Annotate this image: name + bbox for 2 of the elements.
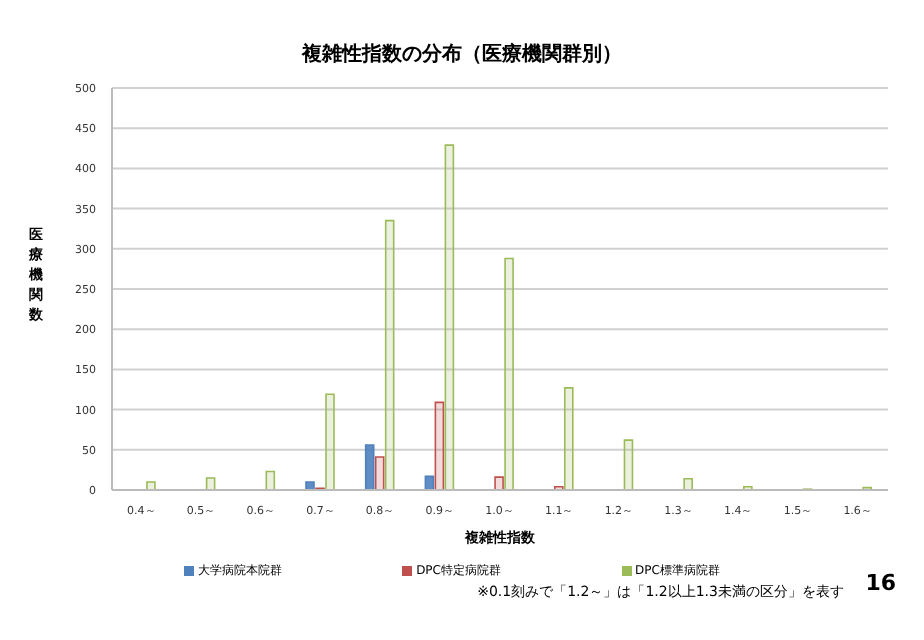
chart-title: 複雑性指数の分布（医療機関群別） — [299, 41, 624, 70]
text: 16 — [865, 570, 896, 596]
